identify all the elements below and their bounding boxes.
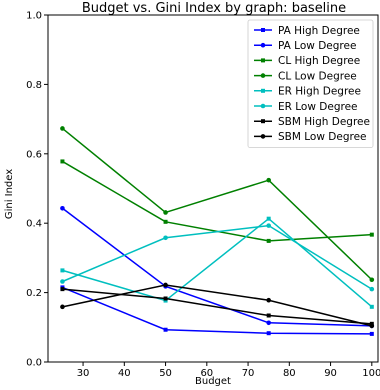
y-tick-label: 0.6	[26, 149, 42, 160]
data-point	[60, 304, 65, 310]
data-point	[369, 277, 375, 283]
data-point	[266, 297, 271, 303]
series-line	[62, 288, 372, 325]
data-point	[60, 268, 65, 273]
data-point	[60, 205, 65, 211]
y-tick-label: 0.2	[26, 288, 42, 299]
data-point	[163, 327, 168, 332]
legend-item[interactable]: SBM High Degree	[254, 116, 370, 128]
data-point	[369, 232, 374, 237]
data-point	[266, 223, 271, 228]
series-line	[61, 207, 372, 327]
y-tick-label: 0.8	[26, 80, 42, 91]
legend-label: CL High Degree	[278, 55, 360, 67]
y-axis-label: Gini Index	[4, 169, 15, 219]
x-tick-label: 50	[159, 368, 172, 379]
series-line	[62, 284, 372, 327]
series-line	[61, 127, 373, 281]
x-tick-label: 60	[200, 368, 213, 379]
legend-item[interactable]: ER High Degree	[254, 86, 361, 98]
axes: 30 40 50 60 70 80 90 100 0.0 0.2 0.4 0.6 0.8 1.0	[26, 11, 380, 380]
data-point	[266, 216, 271, 221]
series-line	[62, 224, 373, 290]
legend-label: PA High Degree	[278, 25, 360, 37]
legend-marker	[261, 88, 265, 93]
data-point	[60, 279, 65, 284]
x-tick-label: 90	[324, 368, 337, 379]
x-axis-label: Budget	[195, 376, 231, 387]
x-tick-label: 70	[242, 368, 255, 379]
legend-label: CL Low Degree	[278, 70, 357, 82]
data-point	[369, 331, 374, 336]
data-point	[163, 298, 168, 303]
legend-item[interactable]: CL High Degree	[254, 55, 360, 67]
x-tick-label: 80	[283, 368, 296, 379]
x-tick-label: 30	[77, 368, 90, 379]
chart-title: Budget vs. Gini Index by graph: baseline	[82, 1, 346, 16]
legend-label: SBM High Degree	[278, 116, 370, 128]
series-cl-low-degree	[60, 126, 375, 283]
legend-marker	[261, 28, 265, 32]
legend-item[interactable]: CL Low Degree	[254, 70, 357, 82]
legend-label: SBM Low Degree	[278, 131, 367, 143]
legend-marker	[260, 103, 266, 109]
data-point	[163, 282, 168, 288]
series-line	[62, 217, 373, 308]
legend-label: ER High Degree	[278, 86, 361, 98]
data-point	[266, 331, 271, 336]
legend-item[interactable]: PA High Degree	[254, 25, 360, 37]
series-er-high-degree	[60, 216, 374, 309]
legend-marker	[260, 42, 266, 48]
legend-marker	[260, 134, 266, 139]
x-tick-label: 40	[118, 368, 131, 379]
series-layer	[60, 126, 375, 336]
legend-label: PA Low Degree	[278, 40, 356, 52]
series-sbm-low-degree	[60, 282, 375, 329]
data-point	[266, 320, 271, 326]
data-point	[163, 219, 168, 224]
legend-marker	[260, 73, 266, 78]
data-point	[369, 323, 375, 329]
series-er-low-degree	[60, 223, 375, 292]
legend-label: ER Low Degree	[278, 101, 358, 113]
series-line	[62, 286, 372, 335]
data-point	[266, 177, 271, 183]
data-point	[369, 286, 375, 292]
x-tick-label: 100	[362, 368, 380, 379]
legend[interactable]: PA High Degree PA Low Degree CL High Degre…	[247, 19, 374, 148]
data-point	[60, 287, 65, 292]
data-point	[266, 238, 271, 243]
data-point	[369, 304, 374, 309]
data-point	[163, 296, 168, 301]
data-point	[60, 159, 65, 164]
y-tick-label: 0.4	[26, 219, 42, 230]
data-point	[163, 235, 168, 241]
legend-box	[247, 19, 374, 148]
legend-marker	[261, 58, 265, 63]
legend-item[interactable]: ER Low Degree	[254, 101, 358, 113]
data-point	[266, 313, 271, 318]
y-tick-label: 0.0	[26, 358, 42, 369]
data-point	[60, 126, 65, 131]
legend-marker	[261, 119, 265, 124]
y-tick-label: 1.0	[26, 11, 42, 22]
legend-item[interactable]: PA Low Degree	[254, 40, 356, 52]
data-point	[163, 210, 168, 215]
legend-item[interactable]: SBM Low Degree	[254, 131, 367, 143]
